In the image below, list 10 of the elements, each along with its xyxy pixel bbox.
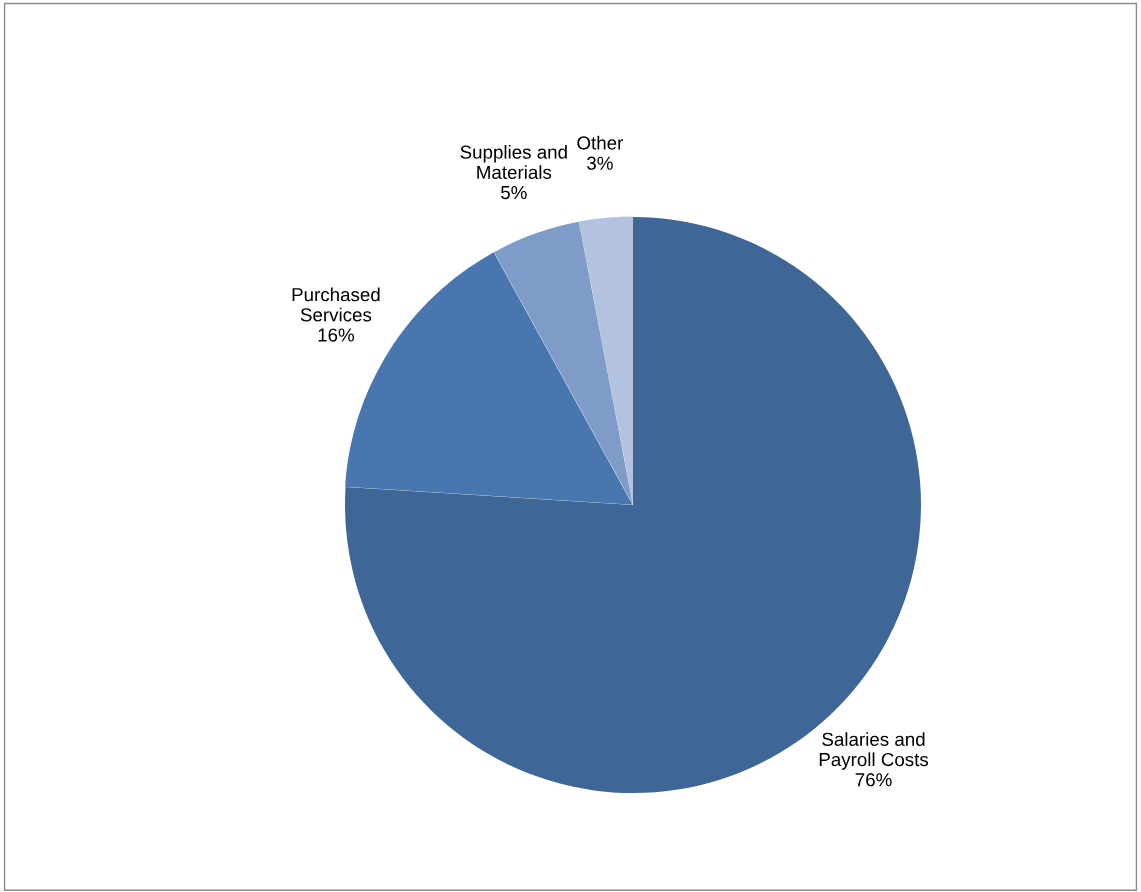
slice-label: Other (577, 135, 624, 150)
pie-slice (578, 216, 633, 505)
pie-slice (494, 221, 633, 505)
slice-label: Supplies and Materials (460, 145, 567, 179)
data-label: 16% (318, 328, 355, 342)
data-label: 76% (855, 773, 892, 787)
data-label: 3% (587, 156, 613, 170)
slice-label: Salaries and Payroll Costs (819, 732, 929, 770)
data-label: 5% (501, 185, 527, 200)
slice-label: Purchased Services (292, 287, 380, 322)
